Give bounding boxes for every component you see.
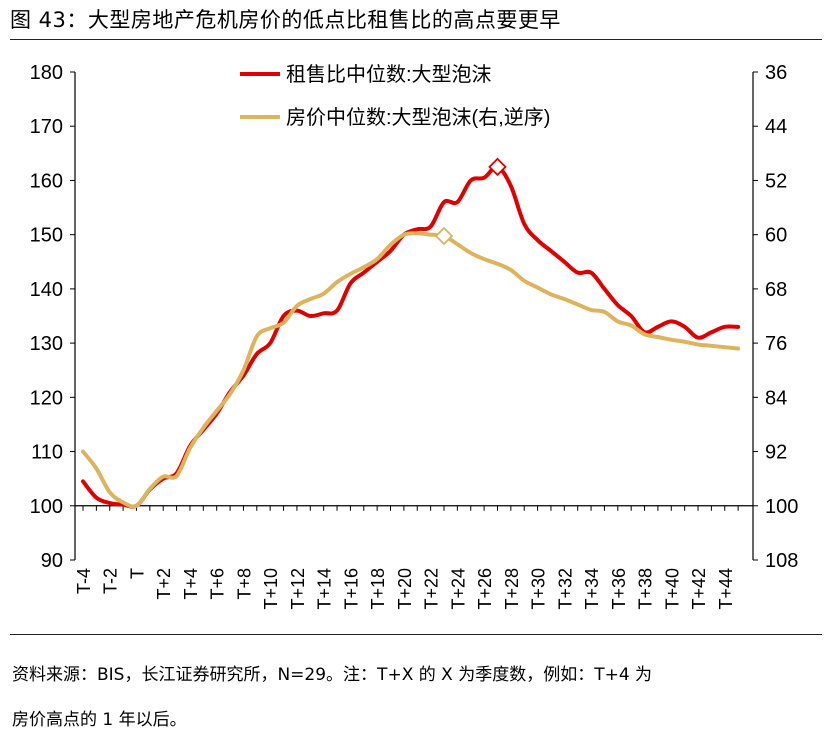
x-tick-label: T+34	[582, 568, 602, 610]
x-tick-label: T+22	[422, 568, 442, 610]
house-price-peak-marker	[434, 226, 454, 246]
chart-title: 图 43：大型房地产危机房价的低点比租售比的高点要更早	[10, 8, 561, 32]
right-tick-label: 84	[765, 387, 787, 409]
x-tick-label: T+36	[609, 568, 629, 610]
right-tick-label: 108	[765, 550, 798, 572]
right-tick-label: 44	[765, 116, 787, 138]
legend-label-price: 房价中位数:大型泡沫(右,逆序)	[286, 106, 550, 129]
x-tick-label: T-4	[74, 568, 94, 594]
right-tick-label: 100	[765, 496, 798, 518]
x-tick-label: T+42	[689, 568, 709, 610]
house-price-line	[81, 231, 741, 509]
left-tick-label: 150	[30, 225, 63, 247]
axes: 90 100 110 120 130 140 150 160 170 180 36 44 52 60 68 7…	[30, 62, 799, 610]
x-tick-label: T+18	[368, 568, 388, 610]
left-tick-label: 120	[30, 387, 63, 409]
left-tick-label: 180	[30, 62, 63, 84]
x-tick-label: T+14	[315, 568, 335, 610]
x-tick-label: T+38	[636, 568, 656, 610]
left-tick-label: 160	[30, 170, 63, 192]
x-tick-label: T+32	[555, 568, 575, 610]
rent-ratio-peak-marker	[488, 157, 507, 177]
x-tick-label: T+12	[288, 568, 308, 610]
x-tick-label: T+2	[154, 568, 174, 600]
x-tick-label: T+28	[502, 568, 522, 610]
x-tick-label: T+10	[261, 568, 281, 610]
footer-rule	[10, 634, 822, 635]
source-note-2: 房价高点的 1 年以后。	[12, 710, 187, 730]
x-tick-label: T+16	[341, 568, 361, 610]
x-tick-label: T+4	[181, 568, 201, 600]
left-tick-label: 170	[30, 116, 63, 138]
left-tick-label: 130	[30, 333, 63, 355]
x-tick-label: T-2	[101, 568, 121, 594]
left-tick-label: 90	[41, 550, 63, 572]
rent-ratio-line	[81, 164, 741, 509]
right-tick-label: 60	[765, 225, 787, 247]
left-tick-label: 140	[30, 279, 63, 301]
source-note: 资料来源：BIS，长江证券研究所，N=29。注：T+X 的 X 为季度数，例如：…	[12, 665, 653, 685]
x-tick-label: T+20	[395, 568, 415, 610]
x-tick-label: T+30	[529, 568, 549, 610]
x-tick-label: T+44	[716, 568, 736, 610]
left-tick-label: 110	[31, 442, 63, 464]
x-tick-label: T+24	[448, 568, 468, 610]
right-tick-label: 68	[765, 279, 787, 301]
right-tick-label: 76	[765, 333, 787, 355]
x-tick-label: T+8	[234, 568, 254, 600]
right-tick-label: 92	[765, 442, 787, 464]
title-rule	[10, 39, 822, 40]
x-tick-label: T+6	[208, 568, 228, 600]
chart: 90 100 110 120 130 140 150 160 170 180 36 44 52 60 68 7…	[30, 62, 799, 610]
x-tick-label: T+40	[662, 568, 682, 610]
right-tick-label: 52	[765, 170, 787, 192]
legend: 租售比中位数:大型泡沫 房价中位数:大型泡沫(右,逆序)	[240, 63, 550, 129]
x-tick-label: T	[127, 568, 147, 579]
series-layer	[81, 157, 741, 509]
legend-label-rent: 租售比中位数:大型泡沫	[286, 63, 492, 86]
x-tick-label: T+26	[475, 568, 495, 610]
left-tick-label: 100	[30, 496, 63, 518]
right-tick-label: 36	[765, 62, 787, 84]
